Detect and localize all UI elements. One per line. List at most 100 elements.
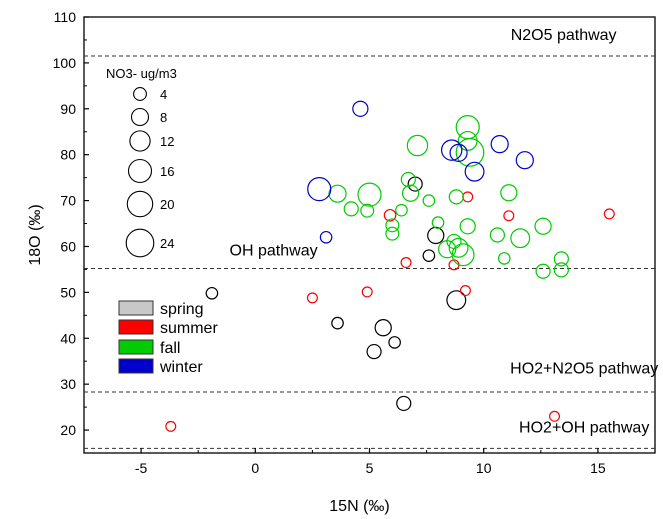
data-point-spring (388, 336, 401, 349)
size-legend-circle (133, 87, 147, 101)
reference-lines: N2O5 pathway OH pathway HO2+N2O5 pathway HO… (84, 27, 658, 449)
data-point-fall (385, 218, 400, 233)
size-legend-circle (125, 228, 155, 258)
data-point-spring (422, 249, 436, 262)
size-legend-label: 4 (160, 87, 167, 102)
y-tick-label: 30 (60, 376, 76, 392)
data-point-spring (366, 343, 382, 360)
y-tick-label: 90 (60, 101, 76, 117)
data-point-fall (457, 130, 478, 151)
data-point-spring (396, 395, 412, 412)
data-point-fall (553, 251, 569, 267)
data-point-fall (422, 194, 436, 207)
size-legend-label: 12 (160, 134, 174, 149)
reference-line-label: HO2+OH pathway (519, 419, 649, 436)
data-point-summer (306, 292, 318, 304)
data-point-fall (455, 137, 485, 167)
data-point-winter (352, 100, 369, 117)
data-point-fall (360, 203, 375, 218)
y-tick-label: 50 (60, 284, 76, 300)
size-legend-circle (127, 158, 153, 184)
data-point-fall (448, 189, 464, 205)
size-legend-label: 8 (160, 110, 167, 125)
legend-label-summer: summer (160, 320, 218, 337)
data-point-fall (489, 227, 506, 243)
size-legend: NO3- ug/m3 4 8 12 16 20 24 (106, 66, 177, 258)
data-point-fall (451, 243, 475, 267)
data-point-winter (449, 143, 468, 162)
legend-label-fall: fall (160, 340, 180, 357)
size-legend-circle (130, 107, 150, 127)
data-point-winter (440, 139, 463, 161)
data-point-winter (515, 151, 534, 170)
reference-line-label: OH pathway (230, 243, 318, 260)
data-point-summer (603, 208, 615, 220)
plot-frame (83, 16, 656, 454)
legend-swatch-fall (118, 339, 154, 355)
size-legend-circle (129, 130, 151, 152)
x-tick-label: 0 (251, 460, 259, 476)
data-point-fall (535, 263, 551, 279)
data-point-fall (406, 134, 429, 157)
data-point-summer (383, 208, 397, 222)
y-tick-label: 60 (60, 238, 76, 254)
size-legend-label: 24 (160, 236, 174, 251)
legend-swatch-summer (118, 319, 154, 335)
x-tick-label: 15 (590, 460, 606, 476)
x-tick-label: -5 (135, 460, 148, 476)
data-point-summer (400, 257, 412, 269)
data-point-summer (459, 285, 471, 297)
data-point-spring (205, 286, 219, 300)
legend-label-spring: spring (160, 301, 204, 318)
data-point-fall (400, 171, 416, 188)
reference-line-label: N2O5 pathway (511, 27, 617, 44)
data-point-winter (307, 177, 332, 202)
y-tick-label: 80 (60, 147, 76, 163)
size-legend-label: 16 (160, 164, 174, 179)
data-points (165, 100, 615, 432)
data-point-spring (374, 319, 392, 337)
x-tick-label: 5 (366, 460, 374, 476)
y-tick-label: 100 (53, 55, 77, 71)
data-point-summer (503, 210, 515, 222)
color-legend: spring summer fall winter (118, 300, 218, 376)
data-point-fall (357, 182, 382, 207)
size-legend-title: NO3- ug/m3 (106, 66, 177, 81)
legend-label-winter: winter (159, 359, 203, 376)
data-point-fall (395, 203, 408, 217)
data-point-winter (464, 161, 485, 182)
data-point-summer (548, 410, 561, 422)
y-tick-label: 70 (60, 193, 76, 209)
data-point-fall (401, 184, 420, 202)
data-point-summer (165, 420, 177, 432)
y-tick-label: 110 (54, 9, 77, 25)
data-point-fall (510, 228, 531, 249)
size-legend-circle (126, 190, 154, 218)
data-point-winter (319, 230, 333, 244)
data-point-summer (361, 286, 373, 298)
x-tick-label: 10 (476, 460, 492, 476)
data-point-fall (343, 201, 359, 217)
plot-area (83, 16, 656, 454)
data-point-spring (331, 316, 344, 330)
data-point-fall (553, 262, 569, 278)
data-point-fall (448, 237, 469, 258)
data-point-fall (459, 218, 476, 235)
x-axis-label: 15N (‰) (329, 498, 389, 515)
y-axis-label: 18O (‰) (27, 204, 44, 265)
axes: -5 0 5 10 15 20 30 40 50 60 70 80 90 100 110 15N (‰) 18O… (27, 9, 656, 515)
y-tick-label: 20 (60, 422, 76, 438)
data-point-fall (328, 184, 347, 203)
data-point-spring (446, 290, 467, 311)
legend-swatch-winter (118, 358, 154, 374)
legend-swatch-spring (118, 300, 154, 316)
reference-line-label: HO2+N2O5 pathway (510, 361, 658, 378)
data-point-fall (534, 217, 552, 235)
data-point-fall (385, 226, 400, 241)
data-point-fall (500, 184, 518, 202)
data-point-fall (431, 216, 445, 229)
size-legend-label: 20 (160, 197, 174, 212)
data-point-winter (490, 135, 509, 154)
data-point-fall (497, 252, 511, 265)
